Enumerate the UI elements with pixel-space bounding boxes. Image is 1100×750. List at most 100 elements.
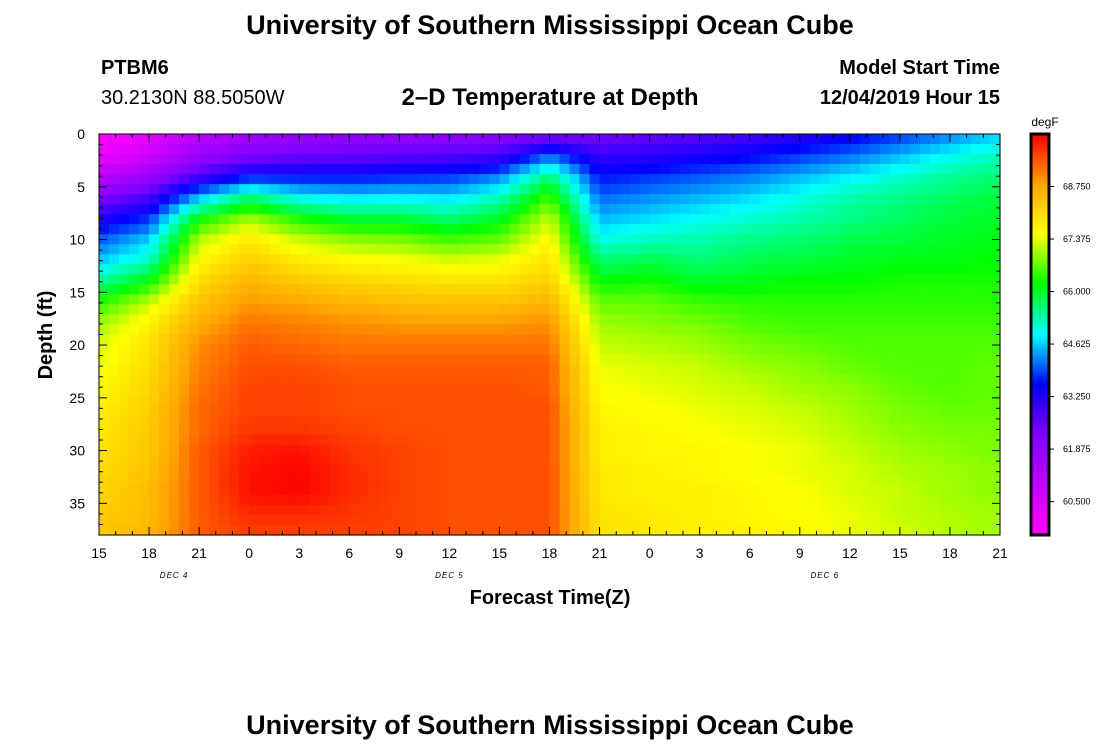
heatmap-cell [309, 194, 320, 205]
heatmap-cell [799, 244, 811, 255]
heatmap-cell [639, 194, 651, 205]
heatmap-cell [689, 244, 701, 255]
heatmap-cell [239, 134, 250, 145]
heatmap-cell [519, 164, 531, 175]
heatmap-cell [929, 524, 941, 536]
heatmap-cell [809, 174, 821, 185]
heatmap-cell [539, 374, 551, 386]
heatmap-cell [799, 444, 811, 456]
heatmap-cell [979, 144, 991, 155]
heatmap-cell [909, 304, 921, 316]
heatmap-cell [949, 144, 961, 155]
heatmap-cell [809, 374, 821, 386]
heatmap-cell [499, 384, 511, 396]
heatmap-cell [419, 264, 430, 275]
heatmap-cell [319, 504, 330, 516]
heatmap-cell [369, 214, 380, 225]
heatmap-cell [289, 474, 300, 486]
heatmap-cell [979, 504, 991, 516]
heatmap-cell [219, 164, 230, 175]
heatmap-cell [709, 474, 721, 486]
heatmap-cell [969, 344, 981, 356]
heatmap-cell [519, 474, 531, 486]
heatmap-cell [809, 244, 821, 255]
heatmap-cell [149, 284, 160, 295]
heatmap-cell [479, 294, 491, 306]
heatmap-cell [449, 204, 460, 215]
heatmap-cell [299, 474, 310, 486]
heatmap-cell [249, 394, 260, 406]
heatmap-cell [339, 514, 350, 526]
heatmap-cell [519, 424, 531, 436]
heatmap-cell [149, 144, 160, 155]
heatmap-cell [869, 194, 881, 205]
heatmap-cell [269, 444, 280, 456]
heatmap-cell [659, 444, 671, 456]
heatmap-cell [99, 374, 110, 386]
heatmap-cell [599, 354, 611, 366]
heatmap-cell [129, 144, 140, 155]
heatmap-cell [629, 134, 641, 145]
heatmap-cell [939, 164, 951, 175]
heatmap-cell [449, 144, 460, 155]
heatmap-cell [759, 144, 771, 155]
heatmap-cell [399, 174, 410, 185]
heatmap-cell [459, 454, 471, 466]
heatmap-cell [469, 484, 481, 496]
heatmap-cell [569, 154, 581, 165]
heatmap-cell [989, 134, 1001, 145]
heatmap-cell [619, 524, 631, 536]
heatmap-cell [249, 364, 260, 376]
heatmap-cell [409, 154, 420, 165]
heatmap-cell [599, 384, 611, 396]
heatmap-cell [539, 504, 551, 516]
heatmap-cell [759, 314, 771, 326]
heatmap-cell [889, 404, 901, 416]
heatmap-cell [449, 504, 460, 516]
heatmap-cell [579, 384, 591, 396]
heatmap-cell [109, 384, 120, 396]
heatmap-cell [779, 474, 791, 486]
heatmap-cell [549, 434, 561, 446]
heatmap-cell [569, 294, 581, 306]
heatmap-cell [919, 334, 931, 346]
heatmap-cell [849, 154, 861, 165]
heatmap-cell [699, 184, 711, 195]
heatmap-cell [589, 134, 601, 145]
heatmap-cell [779, 134, 791, 145]
heatmap-cell [629, 204, 641, 215]
heatmap-cell [739, 324, 751, 336]
heatmap-cell [969, 254, 981, 265]
heatmap-cell [689, 364, 701, 376]
heatmap-cell [189, 444, 200, 456]
heatmap-cell [589, 394, 601, 406]
heatmap-cell [579, 514, 591, 526]
heatmap-cell [159, 174, 170, 185]
heatmap-cell [239, 394, 250, 406]
heatmap-cell [609, 414, 621, 426]
heatmap-cell [879, 484, 891, 496]
heatmap-cell [289, 174, 300, 185]
heatmap-cell [549, 154, 561, 165]
heatmap-cell [849, 374, 861, 386]
heatmap-cell [739, 384, 751, 396]
heatmap-cell [479, 334, 491, 346]
heatmap-cell [219, 264, 230, 275]
heatmap-cell [419, 274, 430, 285]
heatmap-cell [429, 214, 440, 225]
heatmap-cell [719, 394, 731, 406]
heatmap-cell [469, 524, 481, 536]
heatmap-cell [659, 404, 671, 416]
heatmap-cell [539, 424, 551, 436]
heatmap-cell [439, 384, 450, 396]
heatmap-cell [679, 154, 691, 165]
heatmap-cell [339, 474, 350, 486]
heatmap-cell [879, 284, 891, 295]
heatmap-cell [419, 444, 430, 456]
heatmap-cell [739, 304, 751, 316]
heatmap-cell [149, 214, 160, 225]
heatmap-cell [319, 384, 330, 396]
heatmap-cell [209, 304, 220, 316]
x-tick-label: 21 [592, 545, 608, 561]
